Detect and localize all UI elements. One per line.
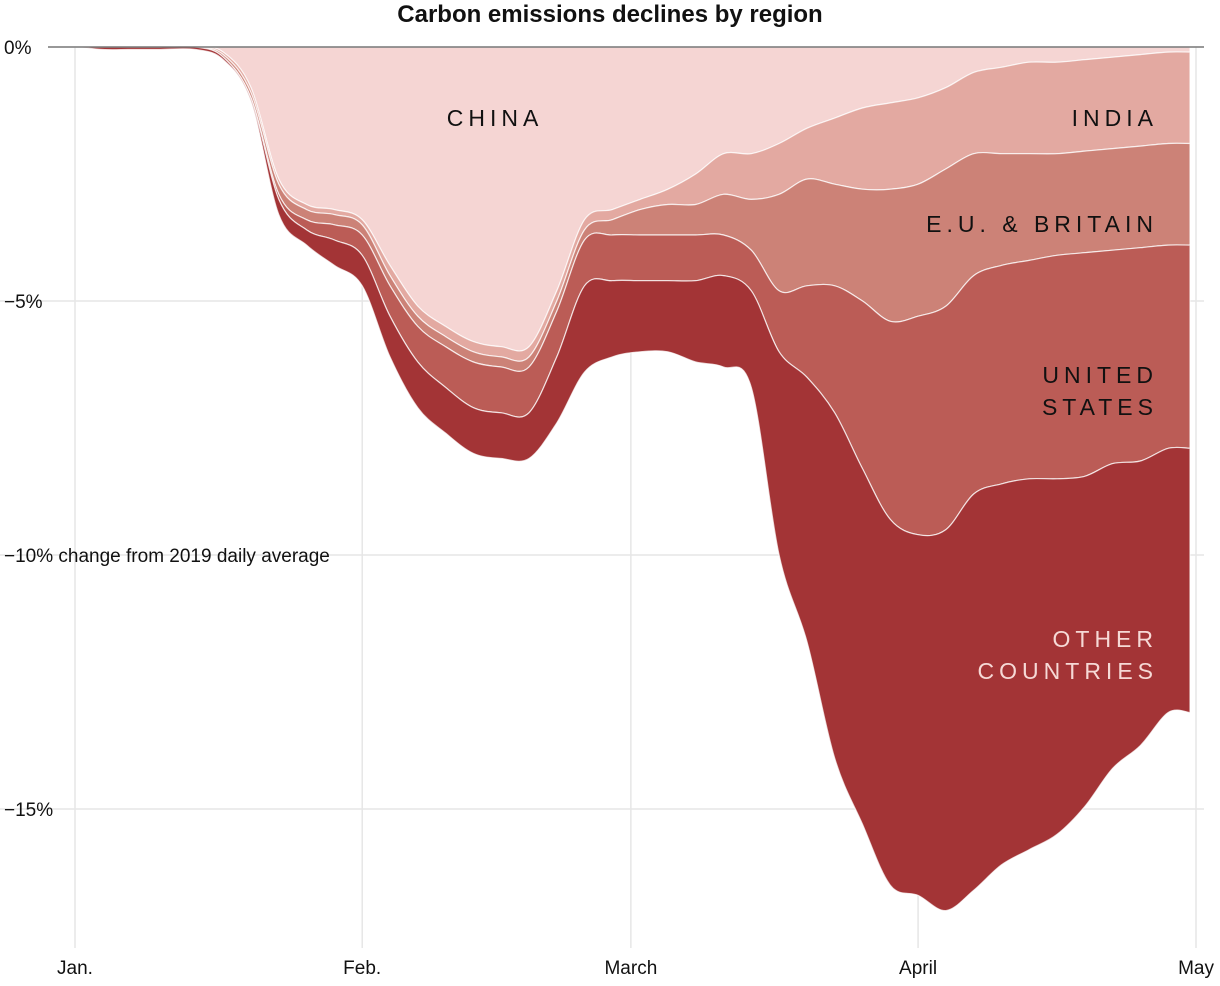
- region-label-china: CHINA: [447, 105, 544, 131]
- region-label-line: CHINA: [447, 105, 544, 131]
- region-label-line: INDIA: [1072, 105, 1158, 131]
- area-other-countries: [47, 45, 1191, 912]
- x-tick-label: Feb.: [343, 958, 381, 979]
- region-labels: CHINA INDIA E.U. & BRITAIN UNITED STATES OTHE…: [447, 105, 1158, 684]
- region-label-line: UNITED: [1042, 362, 1158, 388]
- x-tick-label: Jan.: [57, 958, 93, 979]
- y-tick-label: −5%: [4, 292, 43, 313]
- region-label-line: OTHER: [1053, 626, 1159, 652]
- y-tick-label: −15%: [4, 800, 53, 821]
- region-label-india: INDIA: [1072, 105, 1158, 131]
- chart-title: Carbon emissions declines by region: [397, 1, 822, 28]
- y-tick-label: 0%: [4, 38, 32, 59]
- region-label-line: COUNTRIES: [978, 658, 1158, 684]
- region-label-e-u-britain: E.U. & BRITAIN: [926, 211, 1158, 237]
- region-label-line: STATES: [1042, 394, 1158, 420]
- region-label-line: E.U. & BRITAIN: [926, 211, 1158, 237]
- region-label-united-states: UNITED STATES: [1042, 362, 1158, 420]
- region-label-other-countries: OTHER COUNTRIES: [978, 626, 1158, 684]
- y-tick-label: −10% change from 2019 daily average: [4, 546, 330, 567]
- axes: 0% −5% −10% change from 2019 daily average…: [4, 38, 1214, 979]
- stacked-areas: [47, 45, 1191, 912]
- x-tick-label: April: [899, 958, 937, 979]
- x-tick-label: March: [604, 958, 657, 979]
- x-tick-label: May: [1178, 958, 1214, 979]
